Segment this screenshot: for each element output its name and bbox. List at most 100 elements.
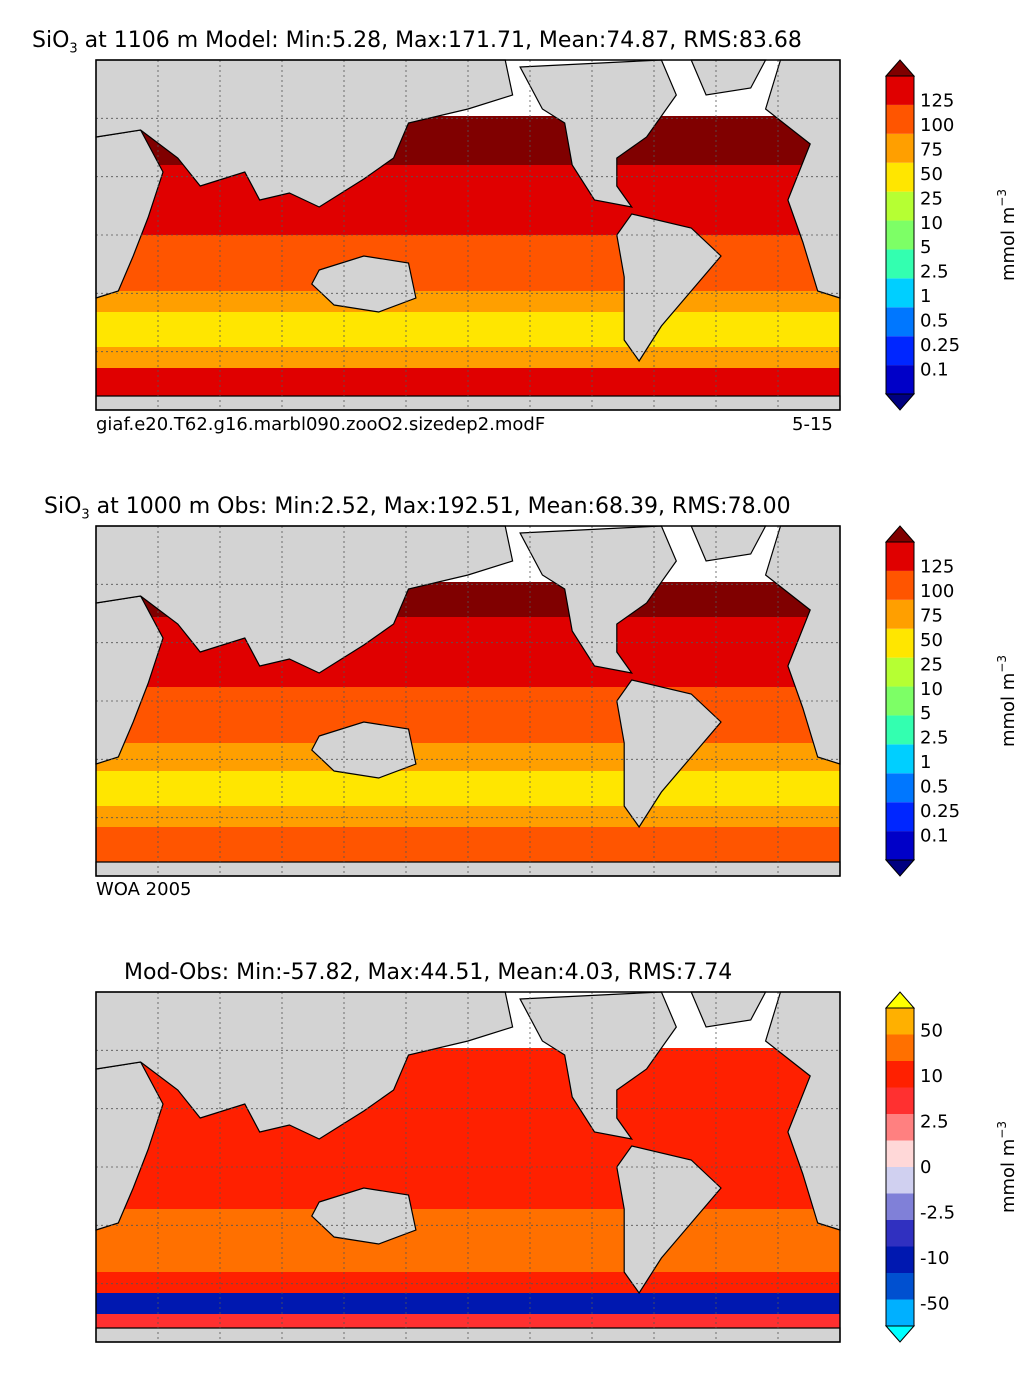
colorbar-unit-label: mmol m−3 [995, 189, 1019, 281]
colorbar-max-extend [884, 991, 916, 1009]
land-mass [519, 59, 677, 208]
value-band [96, 347, 840, 368]
unit-exponent: −3 [995, 655, 1009, 673]
colorbar-tick-label: 2.5 [920, 728, 949, 749]
colorbar-tick-label: 0 [920, 1157, 931, 1178]
colorbar-segment [886, 744, 914, 774]
colorbar-frame [885, 1007, 915, 1327]
colorbar-frame [885, 75, 915, 395]
colorbar-tick-label: -50 [920, 1293, 949, 1314]
colorbar-segment [886, 1273, 914, 1300]
land-mass [311, 255, 417, 313]
unit-base: mmol m [998, 1139, 1019, 1213]
colorbar-1: 0.1 0.25 0.5 1 2.5 5 10 25 50 75 100 125 mmol m−3 [884, 525, 1019, 877]
value-band [96, 235, 840, 291]
land-mass [95, 525, 514, 674]
title-species: SiO [44, 494, 82, 519]
land-mass [95, 1327, 841, 1343]
colorbar-segment [886, 191, 914, 221]
colorbar-segment [886, 220, 914, 250]
colorbar-tick-label: 100 [920, 581, 954, 602]
panel-diff-title: Mod-Obs: Min:-57.82, Max:44.51, Mean:4.0… [124, 960, 733, 985]
colorbar-segment [886, 542, 914, 571]
colorbar-segment [886, 657, 914, 687]
title-stats: at 1106 m Model: Min:5.28, Max:171.71, M… [77, 28, 802, 53]
colorbar-frame [885, 541, 915, 861]
colorbar-tick-label: 100 [920, 115, 954, 136]
colorbar-tick-label: 0.25 [920, 801, 960, 822]
colorbar-segment [886, 1246, 914, 1273]
colorbar-tick-label: 5 [920, 703, 931, 724]
colorbar-max-extend [884, 59, 916, 77]
colorbar-tick-label: 10 [920, 213, 943, 234]
land-mass [616, 679, 722, 829]
colorbar-segment [886, 1299, 914, 1326]
colorbar-tick-label: 0.25 [920, 335, 960, 356]
map-frame [95, 59, 841, 411]
colorbar-tick-label: 75 [920, 605, 943, 626]
land-mass [311, 1187, 417, 1245]
colorbar-tick-label: 0.1 [920, 360, 949, 381]
colorbar-segment [886, 336, 914, 366]
colorbar-segment [886, 249, 914, 279]
colorbar-segment [886, 599, 914, 629]
colorbar-min-extend [884, 1325, 916, 1343]
land-mass [311, 721, 417, 779]
unit-base: mmol m [998, 673, 1019, 747]
colorbar-tick-label: 50 [920, 630, 943, 651]
colorbar-segment [886, 802, 914, 832]
colorbar-segment [886, 628, 914, 658]
land-mass [616, 213, 722, 363]
value-band [96, 368, 840, 400]
colorbar-segment [886, 133, 914, 163]
colorbar-segment [886, 773, 914, 803]
colorbar-tick-label: 2.5 [920, 262, 949, 283]
title-subscript: 3 [69, 41, 78, 57]
map-panel-1 [95, 525, 841, 877]
title-stats: at 1000 m Obs: Min:2.52, Max:192.51, Mea… [89, 494, 791, 519]
land-mass [95, 59, 514, 208]
panel-obs-title: SiO3 at 1000 m Obs: Min:2.52, Max:192.51… [44, 494, 791, 522]
panel-model-title: SiO3 at 1106 m Model: Min:5.28, Max:171.… [32, 28, 802, 56]
colorbar-segment [886, 307, 914, 337]
colorbar-0: 0.1 0.25 0.5 1 2.5 5 10 25 50 75 100 125 mmol m−3 [884, 59, 1019, 411]
map-panel-2 [95, 991, 841, 1343]
panel-model-footer-left: giaf.e20.T62.g16.marbl090.zooO2.sizedep2… [96, 414, 546, 435]
colorbar-tick-label: 5 [920, 237, 931, 258]
land-mass [95, 129, 164, 299]
colorbar-tick-label: 0.5 [920, 311, 949, 332]
colorbar-segment [886, 1008, 914, 1035]
unit-exponent: −3 [995, 189, 1009, 207]
unit-base: mmol m [998, 207, 1019, 281]
colorbar-segment [886, 831, 914, 860]
colorbar-tick-label: -10 [920, 1248, 949, 1269]
colorbar-tick-label: 0.1 [920, 826, 949, 847]
colorbar-tick-label: 10 [920, 1066, 943, 1087]
land-mass [95, 395, 841, 411]
colorbar-min-extend [884, 859, 916, 877]
panel-model-footer-right: 5-15 [792, 414, 833, 435]
colorbar-tick-label: 0.5 [920, 777, 949, 798]
colorbar-tick-label: 125 [920, 90, 954, 111]
land-mass [519, 991, 677, 1140]
colorbar-segment [886, 1140, 914, 1167]
land-mass [95, 1061, 164, 1231]
map-frame [95, 525, 841, 877]
colorbar-segment [886, 1167, 914, 1194]
colorbar-segment [886, 1220, 914, 1247]
land-mass [95, 991, 514, 1140]
colorbar-tick-label: 50 [920, 1021, 943, 1042]
colorbar-segment [886, 278, 914, 308]
title-species: SiO [32, 28, 70, 53]
colorbar-segment [886, 365, 914, 394]
value-band [96, 1209, 840, 1272]
title-subscript: 3 [81, 507, 90, 523]
panel-obs-footer-left: WOA 2005 [96, 879, 192, 900]
colorbar-tick-label: 10 [920, 679, 943, 700]
colorbar-segment [886, 1087, 914, 1114]
colorbar-segment [886, 1114, 914, 1141]
unit-exponent: −3 [995, 1121, 1009, 1139]
colorbar-tick-label: 50 [920, 164, 943, 185]
colorbar-tick-label: 1 [920, 286, 931, 307]
